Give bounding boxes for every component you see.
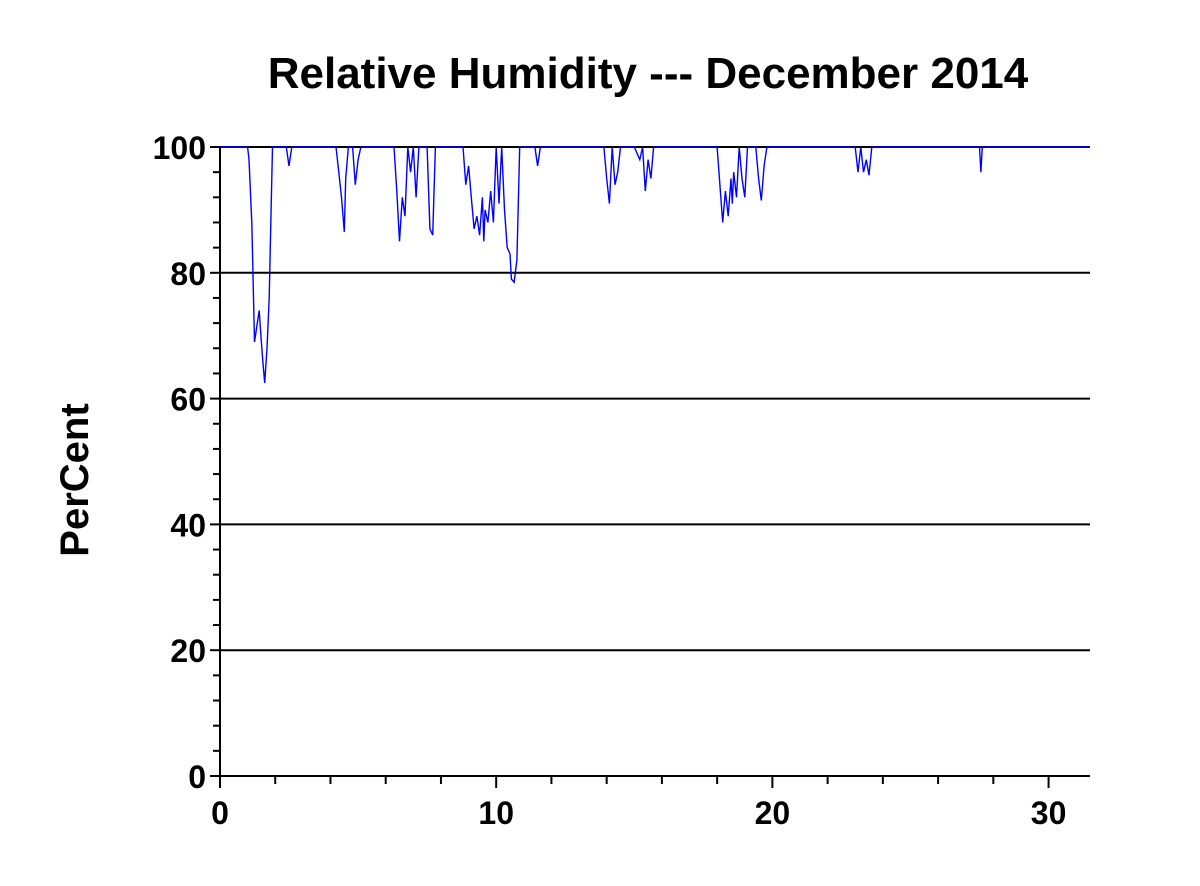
y-tick-label-60: 60 [170, 382, 206, 418]
y-tick-label-80: 80 [170, 256, 206, 292]
tick-labels: 0 20 40 60 80 100 0 10 20 30 [153, 130, 1067, 831]
grid-lines [220, 146, 1090, 652]
x-tick-label-10: 10 [478, 795, 514, 831]
y-tick-label-0: 0 [188, 759, 206, 795]
y-tick-label-100: 100 [153, 130, 206, 166]
ticks [210, 146, 1050, 788]
x-tick-label-0: 0 [211, 795, 229, 831]
y-tick-label-40: 40 [170, 507, 206, 543]
x-tick-label-30: 30 [1031, 795, 1067, 831]
series-layer [220, 146, 1090, 383]
y-tick-label-20: 20 [170, 633, 206, 669]
y-axis-label: PerCent [53, 403, 97, 556]
chart-title: Relative Humidity --- December 2014 [268, 49, 1029, 98]
x-tick-label-20: 20 [755, 795, 791, 831]
axes [219, 146, 1090, 777]
series-line-0 [220, 146, 1090, 383]
